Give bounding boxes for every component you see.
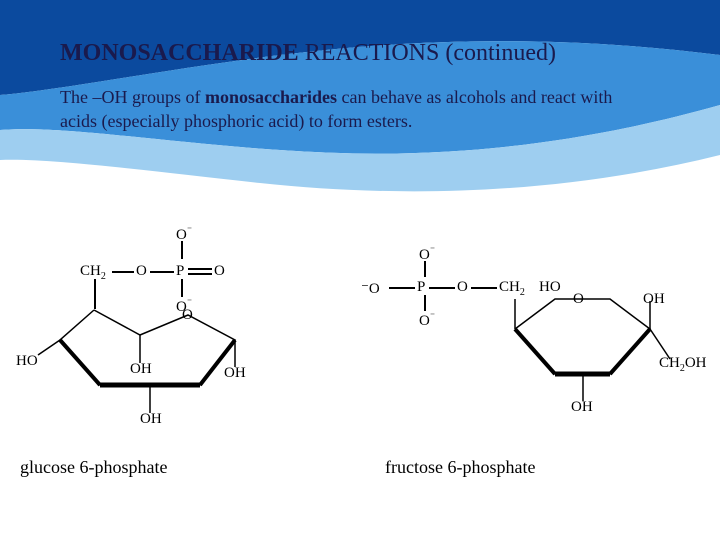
slide-title: MONOSACCHARIDE REACTIONS (continued) (60, 40, 660, 67)
atom-o-top: O⁻ (176, 225, 192, 244)
bond (112, 271, 134, 273)
atom-ch2: CH2 (80, 263, 106, 282)
atom-o-top-r: O⁻ (419, 245, 435, 264)
title-bold: MONOSACCHARIDE (60, 40, 299, 66)
atom-p: P (176, 263, 184, 280)
bond (181, 241, 183, 259)
atom-o-dbl: O (214, 263, 225, 280)
atom-o-bot-r: O⁻ (419, 311, 435, 330)
atom-oh-b: OH (571, 399, 593, 416)
atom-oh1: OH (130, 361, 152, 378)
atom-ho-top: HO (539, 279, 561, 296)
bond (424, 295, 426, 311)
chemical-diagrams: O⁻ CH2 O P O O⁻ O OH OH HO OH (0, 225, 720, 515)
fructose-caption: fructose 6-phosphate (385, 457, 535, 478)
atom-minus-o: ⁻O (361, 279, 380, 298)
bond (188, 273, 212, 275)
bond (424, 261, 426, 277)
atom-oh2: OH (224, 365, 246, 382)
bond (389, 287, 415, 289)
atom-o-link: O (136, 263, 147, 280)
body-paragraph: The –OH groups of monosaccharides can be… (60, 85, 620, 134)
atom-oh-r: OH (643, 291, 665, 308)
bond (181, 279, 183, 297)
atom-o-ring: O (182, 307, 193, 324)
body-bold: monosaccharides (205, 87, 337, 107)
bond (150, 271, 174, 273)
atom-p-r: P (417, 279, 425, 296)
atom-o-link-r: O (457, 279, 468, 296)
glucose-6-phosphate-structure: O⁻ CH2 O P O O⁻ O OH OH HO OH (18, 225, 358, 495)
body-pre: The –OH groups of (60, 87, 205, 107)
atom-ho: HO (16, 353, 38, 370)
atom-oh3: OH (140, 411, 162, 428)
glucose-caption: glucose 6-phosphate (20, 457, 167, 478)
bond (188, 268, 212, 270)
fructose-6-phosphate-structure: O⁻ ⁻O P O O⁻ CH2 O HO OH (355, 245, 710, 495)
title-rest: REACTIONS (continued) (299, 40, 556, 66)
atom-o-ring-r: O (573, 291, 584, 308)
bond (429, 287, 455, 289)
atom-ch2oh: CH2OH (659, 355, 707, 374)
